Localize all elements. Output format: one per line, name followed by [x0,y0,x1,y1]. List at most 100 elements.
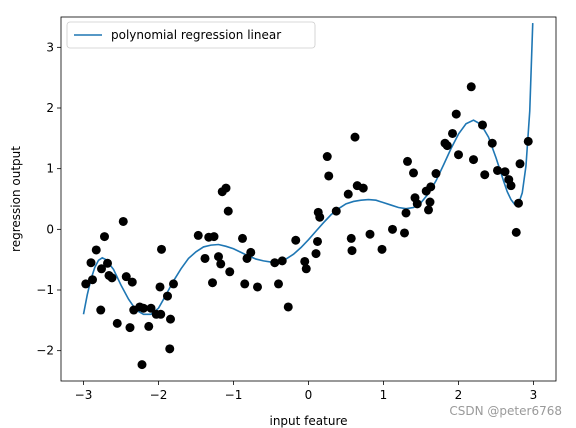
data-point [277,256,287,266]
y-tick-label: 0 [46,222,54,236]
data-point [322,152,332,162]
plot-area [61,17,556,381]
data-point [225,267,235,277]
data-point [313,236,322,246]
y-tick-label: −2 [36,344,54,358]
data-point [514,198,523,208]
data-point [214,252,223,262]
x-tick-label: 1 [380,388,388,402]
data-point [163,291,172,301]
data-point [377,244,387,254]
data-point [169,279,178,289]
data-point [401,208,411,218]
y-tick-label: 2 [46,101,54,115]
x-tick-label: −2 [150,388,168,402]
data-point [301,264,311,274]
x-tick-label: 3 [530,388,538,402]
data-point [388,224,397,234]
data-point [146,303,156,313]
x-tick-label: 0 [305,388,313,402]
data-point [221,183,231,193]
data-point [103,258,112,268]
data-point [274,279,283,289]
y-tick-label: 1 [46,162,54,176]
data-point [365,229,375,239]
data-point [412,199,422,209]
data-point [311,249,321,259]
legend-label: polynomial regression linear [111,28,281,42]
data-point [469,155,478,165]
data-point [200,253,210,263]
watermark-text: CSDN @peter6768 [449,404,562,418]
data-point [193,230,203,240]
y-axis-ticks: −2 −1 0 1 2 3 [36,40,61,358]
data-point [454,150,463,160]
data-point [125,323,135,333]
data-point [480,170,490,180]
x-axis-ticks: −3 −2 −1 0 1 2 3 [75,381,538,402]
data-point [291,235,301,245]
data-point [343,189,353,199]
x-tick-label: 2 [455,388,463,402]
data-point [97,264,106,274]
legend-box [66,21,316,49]
data-point [144,321,154,331]
data-point [466,82,476,92]
data-point [100,232,109,242]
data-point [166,314,175,324]
y-tick-label: 3 [46,40,54,54]
legend: polynomial regression linear [66,21,316,49]
data-point [118,216,128,226]
data-point [88,275,97,285]
data-point [478,120,487,130]
data-point [511,227,521,237]
data-point [425,197,435,207]
data-point [253,282,262,292]
data-point [400,228,409,238]
data-point [515,159,525,169]
data-point [208,278,217,288]
data-point [424,205,433,215]
data-point [448,128,457,138]
data-point [86,258,96,268]
data-point [238,233,247,243]
data-point [403,156,412,166]
data-point [240,279,250,289]
y-axis-label: regression output [9,146,23,252]
data-point [500,167,510,177]
data-point [270,258,280,268]
data-point [451,109,461,119]
y-tick-label: −1 [36,283,54,297]
data-point [156,309,166,319]
data-point [350,132,360,142]
x-axis-label: input feature [269,414,347,428]
data-point [283,302,293,312]
data-point [347,246,357,256]
data-point [300,256,310,266]
data-point [409,168,418,178]
x-tick-label: −3 [75,388,93,402]
data-point [209,232,219,242]
data-point [358,183,368,193]
data-point [121,272,131,282]
data-point [157,244,166,254]
data-point [487,138,497,148]
data-point [331,206,341,216]
data-point [155,282,165,292]
x-tick-label: −1 [225,388,243,402]
data-point [442,141,452,151]
data-point [91,245,101,255]
data-point [96,305,106,315]
data-point [426,182,436,192]
data-point [523,136,533,146]
data-point [246,247,256,257]
data-point [137,360,147,370]
data-point [107,273,117,283]
data-point [223,206,233,216]
data-point [506,181,516,191]
data-point [112,318,122,328]
data-point [493,165,502,175]
data-point [346,233,356,243]
data-point [324,171,334,181]
